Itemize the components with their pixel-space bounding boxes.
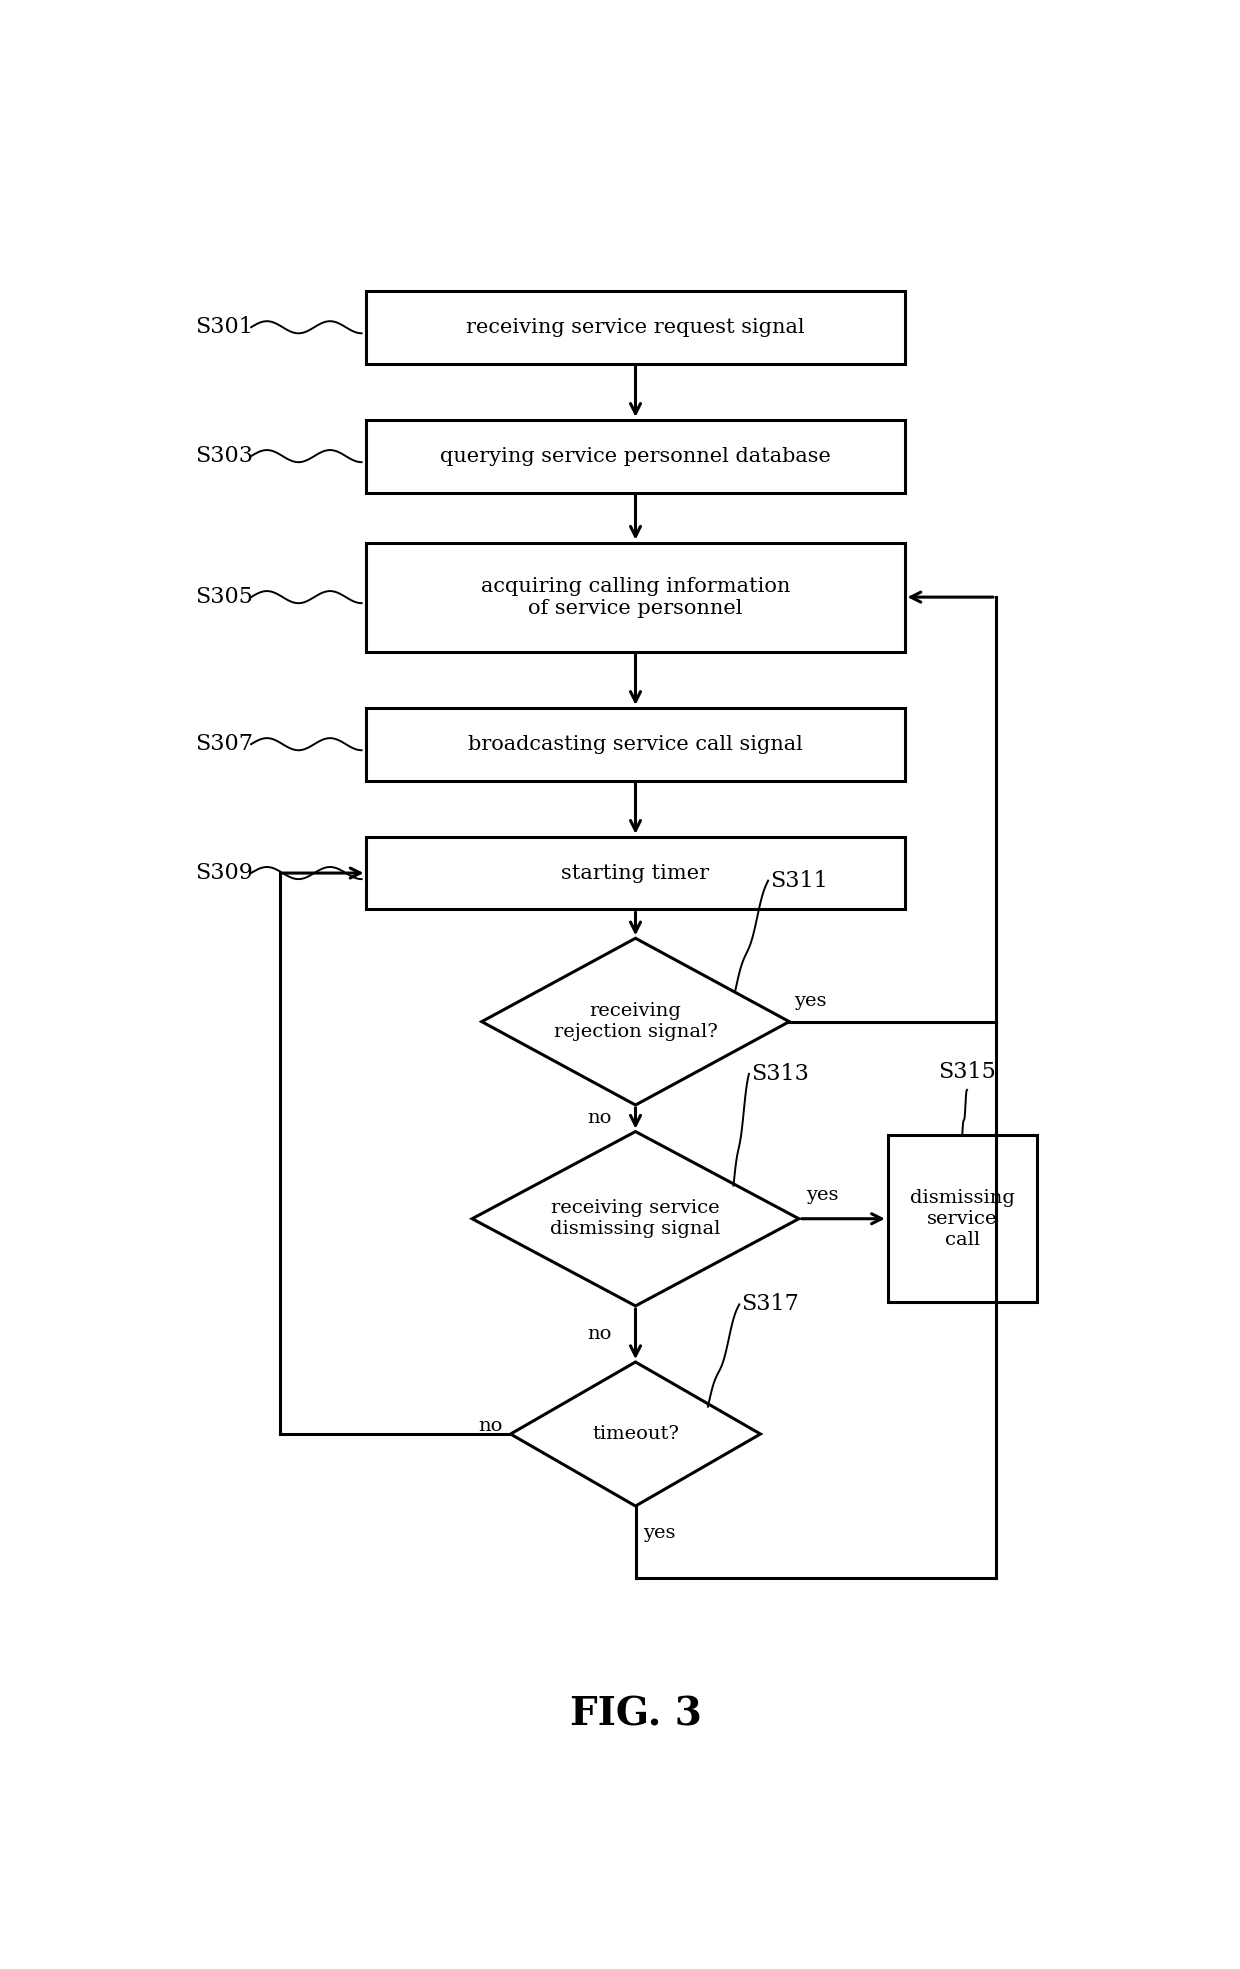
FancyBboxPatch shape — [367, 543, 905, 652]
Text: timeout?: timeout? — [591, 1426, 680, 1443]
Text: S307: S307 — [196, 732, 253, 756]
Text: no: no — [587, 1109, 611, 1128]
FancyBboxPatch shape — [367, 291, 905, 364]
Text: S309: S309 — [196, 862, 253, 884]
Text: S305: S305 — [196, 587, 253, 608]
Text: S313: S313 — [751, 1063, 808, 1085]
Text: S301: S301 — [196, 317, 253, 339]
FancyBboxPatch shape — [888, 1136, 1037, 1302]
Text: S317: S317 — [742, 1294, 799, 1315]
Text: querying service personnel database: querying service personnel database — [440, 447, 831, 465]
Text: S311: S311 — [770, 870, 828, 892]
Text: dismissing
service
call: dismissing service call — [910, 1189, 1014, 1248]
Polygon shape — [511, 1363, 760, 1506]
Text: S315: S315 — [939, 1061, 996, 1083]
FancyBboxPatch shape — [367, 837, 905, 910]
Text: broadcasting service call signal: broadcasting service call signal — [467, 734, 804, 754]
Text: yes: yes — [806, 1185, 839, 1203]
Text: receiving service
dismissing signal: receiving service dismissing signal — [551, 1199, 720, 1239]
Text: yes: yes — [644, 1524, 676, 1542]
FancyBboxPatch shape — [367, 419, 905, 492]
Text: starting timer: starting timer — [562, 864, 709, 882]
Text: no: no — [479, 1418, 503, 1435]
Text: FIG. 3: FIG. 3 — [569, 1695, 702, 1733]
Polygon shape — [481, 939, 789, 1105]
FancyBboxPatch shape — [367, 707, 905, 780]
Text: S303: S303 — [196, 445, 253, 467]
Text: no: no — [587, 1325, 611, 1343]
Text: receiving
rejection signal?: receiving rejection signal? — [553, 1002, 718, 1042]
Text: acquiring calling information
of service personnel: acquiring calling information of service… — [481, 577, 790, 618]
Polygon shape — [472, 1132, 799, 1305]
Text: receiving service request signal: receiving service request signal — [466, 317, 805, 337]
Text: yes: yes — [794, 992, 827, 1010]
